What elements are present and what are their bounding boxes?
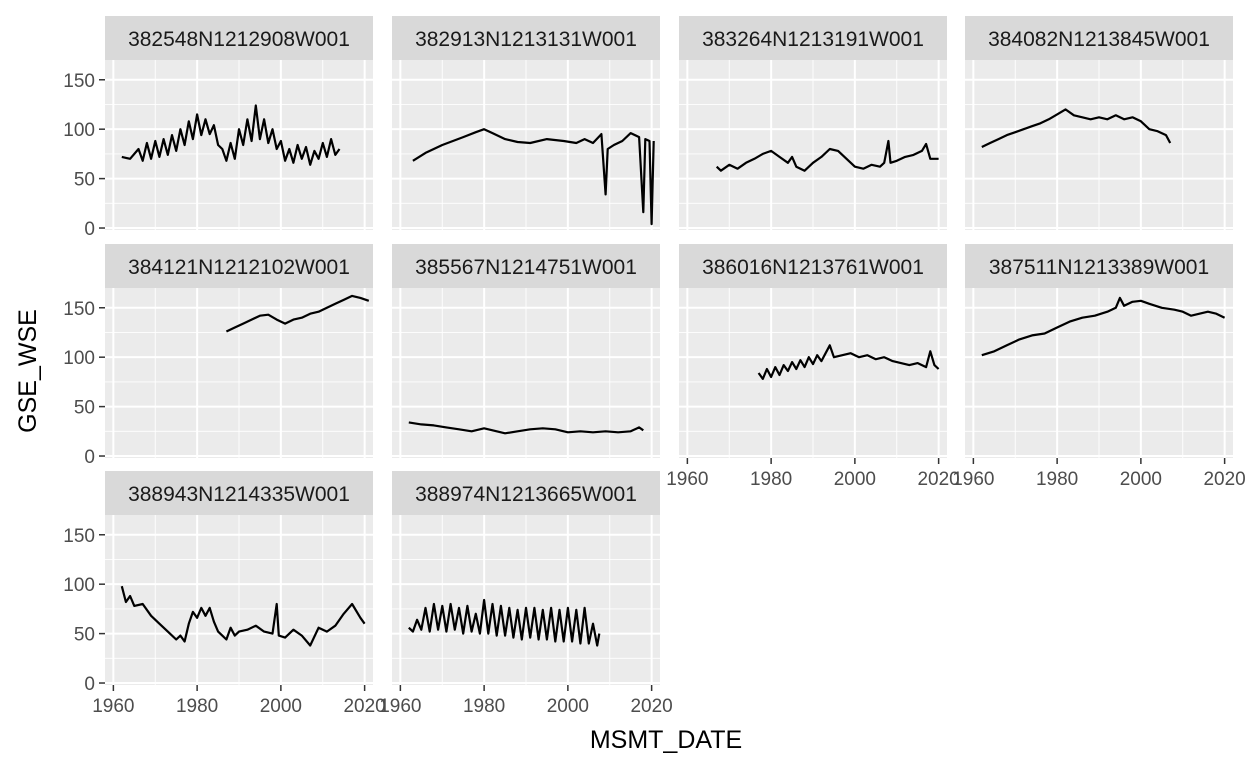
facet-strip-label: 384121N1212102W001 <box>128 256 350 279</box>
facet-panel: 387511N1213389W001 1960 1980 2000 2020 <box>952 244 1246 490</box>
y-tick-label: 50 <box>74 398 95 419</box>
facet-strip-label: 382548N1212908W001 <box>128 28 350 51</box>
series-line <box>408 421 644 435</box>
y-tick-label: 150 <box>63 71 95 92</box>
x-tick-label: 1980 <box>1036 469 1078 490</box>
x-tick-label: 2000 <box>1120 469 1162 490</box>
facet-panel: 382913N1213131W001 <box>392 16 660 230</box>
series-line <box>225 294 370 333</box>
x-tick-label: 2020 <box>630 696 672 717</box>
series-line <box>757 344 940 380</box>
x-tick-label: 2000 <box>834 469 876 490</box>
y-axis-title: GSE_WSE <box>14 309 42 433</box>
facet-strip <box>965 16 1233 60</box>
y-tick-label: 0 <box>84 447 95 468</box>
y-tick-label: 50 <box>74 625 95 646</box>
facet-panel: 383264N1213191W001 <box>679 16 947 230</box>
x-tick-label: 1960 <box>952 469 994 490</box>
facet-strip <box>105 471 373 515</box>
facet-panel: 385567N1214751W001 <box>392 244 660 458</box>
facet-strip-label: 388974N1213665W001 <box>415 483 637 506</box>
facet-strip <box>392 16 660 60</box>
x-tick-label: 2000 <box>260 696 302 717</box>
y-tick-label: 100 <box>63 575 95 596</box>
y-tick-label: 150 <box>63 299 95 320</box>
facet-strip-label: 384082N1213845W001 <box>988 28 1210 51</box>
facet-strip <box>679 244 947 288</box>
series-line <box>715 139 939 172</box>
series-line <box>408 598 601 647</box>
x-tick-label: 2020 <box>343 696 385 717</box>
series-line <box>981 296 1226 357</box>
facet-strip <box>105 244 373 288</box>
x-tick-label: 1980 <box>750 469 792 490</box>
facet-strip <box>679 16 947 60</box>
facet-panel: 388974N1213665W001 1960 1980 2000 2020 <box>379 471 673 717</box>
series-line <box>121 104 341 166</box>
facet-panel: 382548N1212908W001 0 50 100 150 <box>63 16 373 240</box>
y-tick-label: 150 <box>63 526 95 547</box>
facet-strip-label: 383264N1213191W001 <box>702 28 924 51</box>
x-tick-label: 1960 <box>379 696 421 717</box>
x-axis-title: MSMT_DATE <box>590 726 742 754</box>
facet-panel: 384082N1213845W001 <box>965 16 1233 230</box>
series-line <box>981 108 1172 148</box>
facet-strip <box>392 471 660 515</box>
series-line <box>412 128 655 226</box>
x-tick-label: 1960 <box>666 469 708 490</box>
x-tick-label: 1980 <box>176 696 218 717</box>
y-tick-label: 0 <box>84 674 95 695</box>
x-tick-label: 2020 <box>1203 469 1245 490</box>
facet-strip-label: 382913N1213131W001 <box>415 28 637 51</box>
facet-strip-label: 387511N1213389W001 <box>989 256 1209 279</box>
facet-panel: 388943N1214335W001 0 50 100 150 1960 1980 2000 2… <box>63 471 386 717</box>
facet-strip <box>965 244 1233 288</box>
facet-strip <box>105 16 373 60</box>
y-tick-label: 100 <box>63 120 95 141</box>
x-tick-label: 2020 <box>917 469 959 490</box>
x-tick-label: 1960 <box>92 696 134 717</box>
x-tick-label: 1980 <box>463 696 505 717</box>
y-tick-label: 0 <box>84 219 95 240</box>
facet-strip-label: 388943N1214335W001 <box>128 483 350 506</box>
y-tick-label: 50 <box>74 170 95 191</box>
facet-strip-label: 385567N1214751W001 <box>415 256 637 279</box>
facet-strip-label: 386016N1213761W001 <box>702 256 924 279</box>
facet-panel: 386016N1213761W001 1960 1980 2000 2020 <box>666 244 960 490</box>
x-tick-label: 2000 <box>547 696 589 717</box>
series-line <box>120 585 366 647</box>
facet-panel: 384121N1212102W001 0 50 100 150 <box>63 244 373 468</box>
y-tick-label: 100 <box>63 348 95 369</box>
facet-strip <box>392 244 660 288</box>
